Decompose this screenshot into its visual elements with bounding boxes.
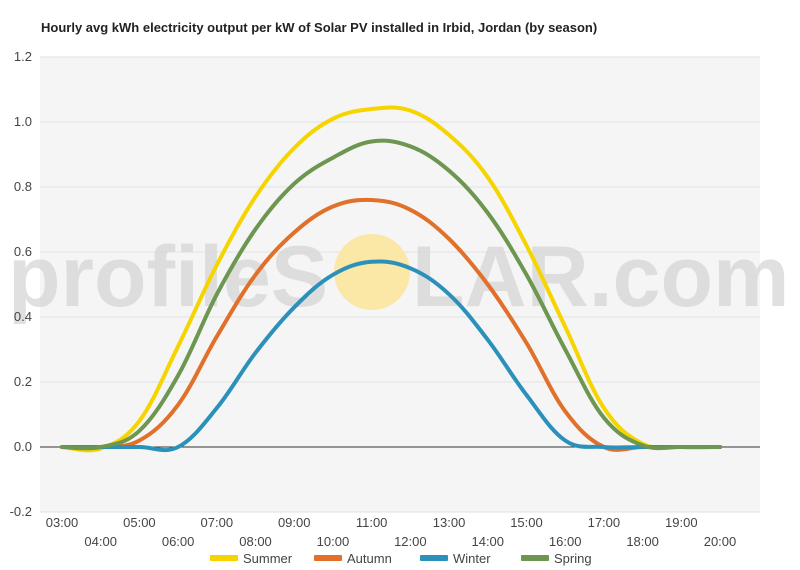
x-tick-label: 12:00 [394,534,427,549]
series-layer [60,105,722,453]
y-tick-label: 1.2 [14,49,32,64]
axis-layer: -0.2 0.0 0.2 0.4 0.6 0.8 1.0 1.2 03:00 04:00 05:00… [10,49,760,549]
x-tick-label: 14:00 [471,534,504,549]
legend-label-summer: Summer [243,551,293,566]
legend-label-autumn: Autumn [347,551,392,566]
series-line-summer [60,105,722,453]
legend-label-winter: Winter [453,551,491,566]
series-line-winter [60,259,722,453]
x-tick-label: 06:00 [162,534,195,549]
legend-swatch-spring [521,555,549,561]
x-tick-label: 19:00 [665,515,698,530]
x-tick-label: 16:00 [549,534,582,549]
watermark-text-left: profileS [8,229,328,325]
y-tick-label: 0.6 [14,244,32,259]
legend: Summer Autumn Winter Spring [210,551,592,566]
y-tick-label: -0.2 [10,504,32,519]
y-tick-label: 0.4 [14,309,32,324]
x-tick-label: 18:00 [626,534,659,549]
legend-swatch-autumn [314,555,342,561]
legend-swatch-winter [420,555,448,561]
y-tick-label: 0.8 [14,179,32,194]
x-tick-label: 10:00 [317,534,350,549]
legend-label-spring: Spring [554,551,592,566]
x-tick-label: 13:00 [433,515,466,530]
y-tick-label: 0.2 [14,374,32,389]
x-tick-label: 03:00 [46,515,79,530]
series-line-spring [60,138,722,451]
x-tick-label: 07:00 [201,515,234,530]
x-tick-label: 04:00 [84,534,117,549]
chart-title: Hourly avg kWh electricity output per kW… [41,20,598,35]
watermark-text-right: LAR.com [412,229,789,325]
x-tick-label: 09:00 [278,515,311,530]
y-tick-label: 1.0 [14,114,32,129]
x-tick-label: 20:00 [704,534,737,549]
y-tick-label: 0.0 [14,439,32,454]
legend-swatch-summer [210,555,238,561]
x-tick-label: 11:00 [356,515,388,530]
x-tick-label: 08:00 [239,534,272,549]
x-tick-label: 05:00 [123,515,156,530]
watermark: profileS LAR.com [8,229,789,325]
watermark-sun-icon [334,234,410,310]
x-tick-label: 17:00 [588,515,621,530]
x-tick-label: 15:00 [510,515,543,530]
